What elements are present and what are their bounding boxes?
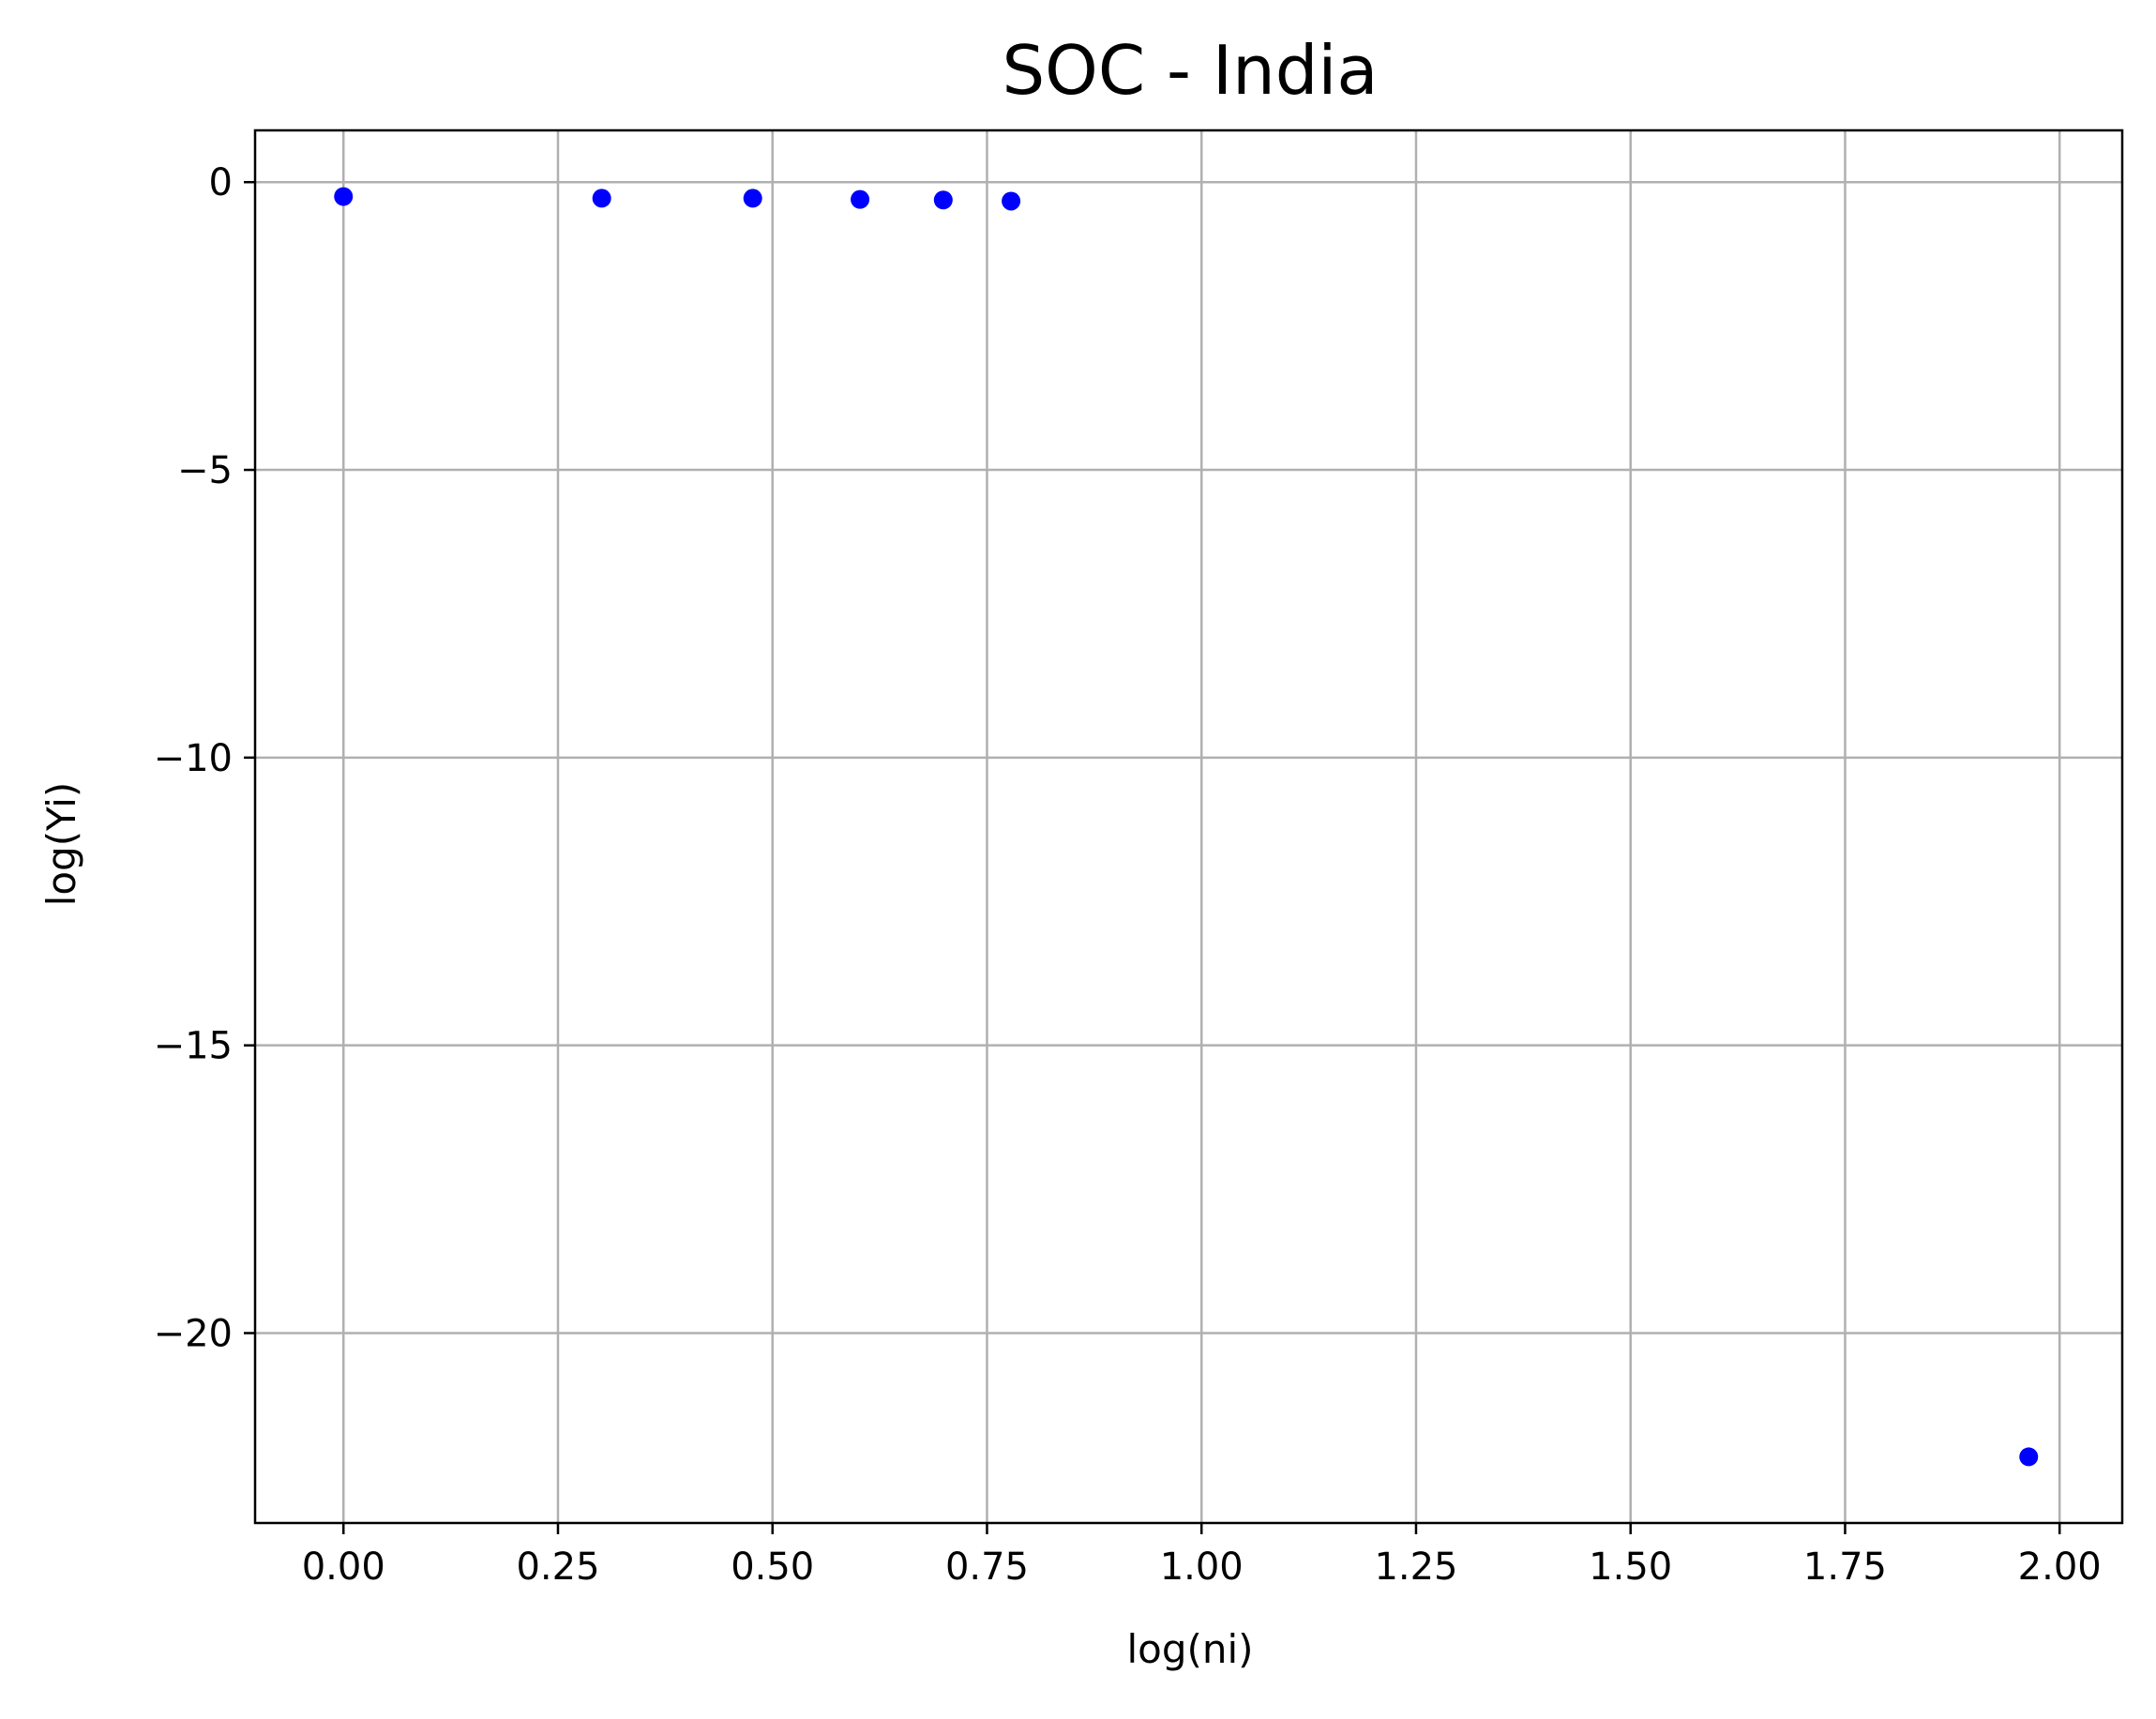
data-point <box>933 190 953 210</box>
x-tick-label: 0.75 <box>945 1546 1029 1589</box>
grid-lines <box>255 130 2122 1523</box>
data-point <box>1002 191 1021 211</box>
y-tick-label: −20 <box>154 1313 233 1356</box>
y-axis-ticks: 0 −5 −10 −15 −20 <box>154 161 255 1356</box>
data-point <box>743 188 762 208</box>
x-tick-label: 1.00 <box>1160 1546 1244 1589</box>
x-tick-label: 1.25 <box>1374 1546 1457 1589</box>
x-tick-label: 0.00 <box>302 1546 385 1589</box>
x-tick-label: 1.50 <box>1589 1546 1672 1589</box>
data-point <box>851 189 870 209</box>
data-points <box>334 187 2039 1467</box>
x-tick-label: 0.50 <box>731 1546 814 1589</box>
plot-frame <box>253 128 2124 1525</box>
x-axis-ticks: 0.00 0.25 0.50 0.75 1.00 1.25 1.50 1.75 2.00 <box>302 1523 2102 1589</box>
chart-title: SOC - India <box>1002 31 1378 110</box>
data-point <box>2019 1447 2039 1467</box>
x-axis-label: log(ni) <box>1126 1626 1253 1672</box>
y-axis-label: log(Yi) <box>38 782 84 907</box>
x-tick-label: 0.25 <box>516 1546 599 1589</box>
data-point <box>592 188 611 208</box>
y-tick-label: 0 <box>209 161 233 204</box>
y-tick-label: −15 <box>154 1025 233 1068</box>
x-tick-label: 1.75 <box>1803 1546 1887 1589</box>
data-point <box>334 187 354 206</box>
y-tick-label: −10 <box>154 737 233 780</box>
x-tick-label: 2.00 <box>2018 1546 2102 1589</box>
y-tick-label: −5 <box>177 449 233 492</box>
